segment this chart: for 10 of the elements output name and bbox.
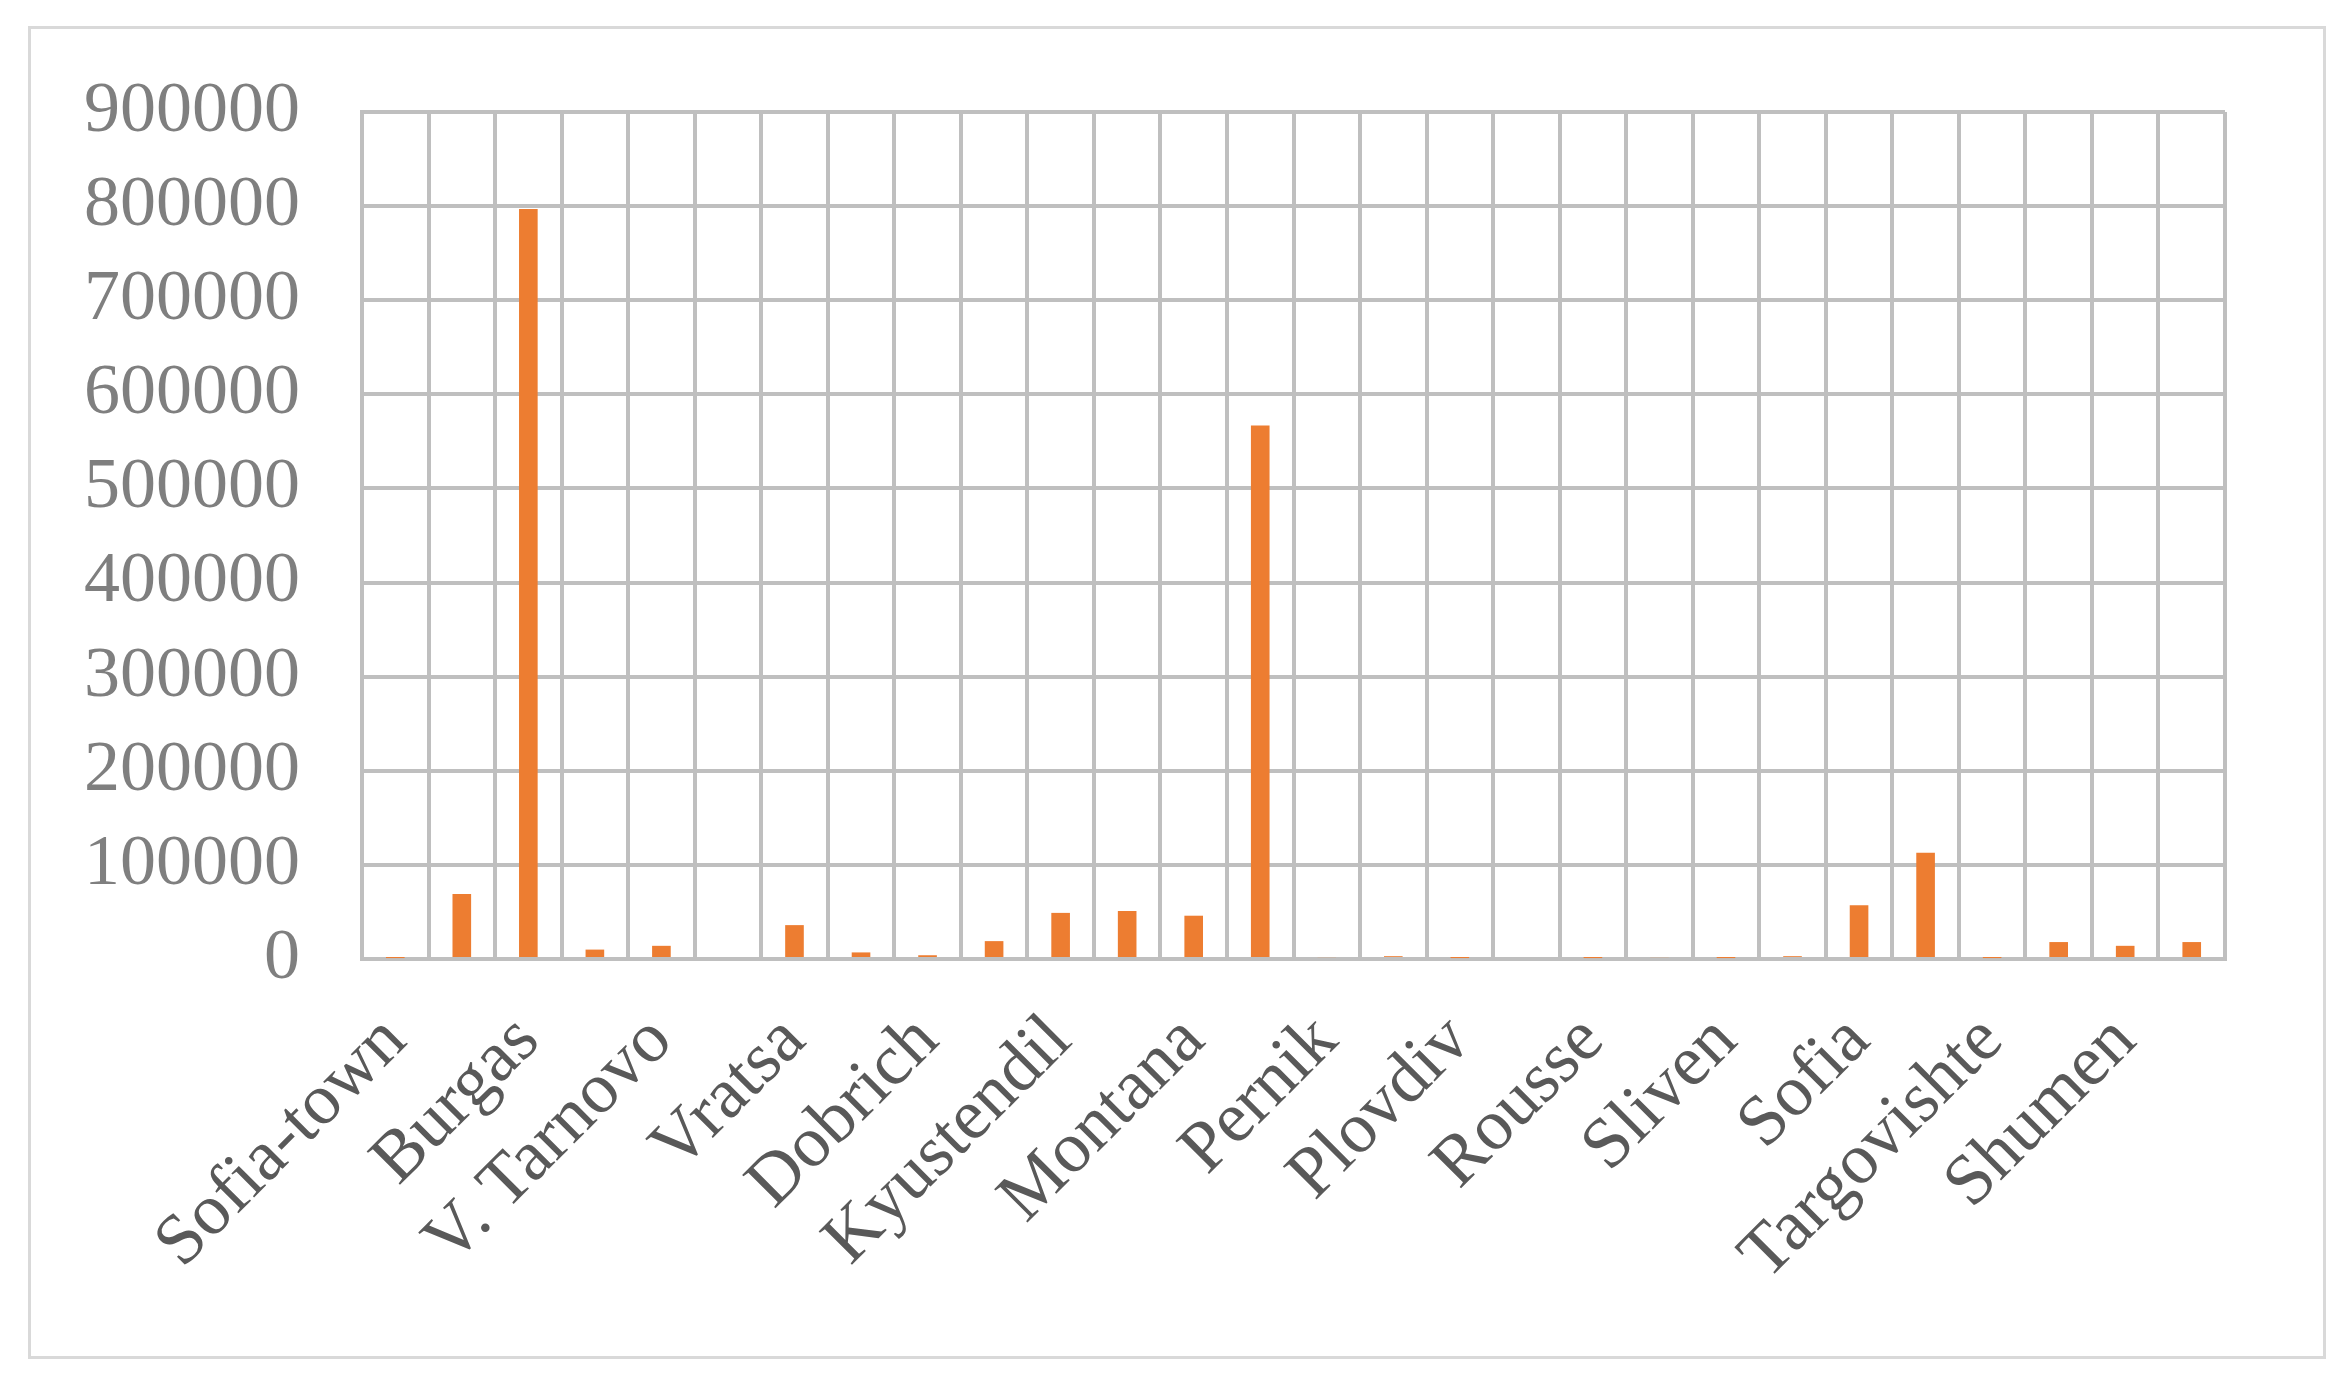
y-tick-label: 800000 xyxy=(84,161,300,242)
y-tick-label: 0 xyxy=(264,913,300,994)
y-tick-label: 600000 xyxy=(84,349,300,430)
y-tick-label: 900000 xyxy=(84,66,300,147)
y-tick-label: 100000 xyxy=(84,819,300,900)
y-tick-label: 700000 xyxy=(84,255,300,336)
y-tick-label: 300000 xyxy=(84,631,300,712)
y-tick-label: 200000 xyxy=(84,725,300,806)
y-tick-label: 500000 xyxy=(84,443,300,524)
y-tick-label: 400000 xyxy=(84,537,300,618)
